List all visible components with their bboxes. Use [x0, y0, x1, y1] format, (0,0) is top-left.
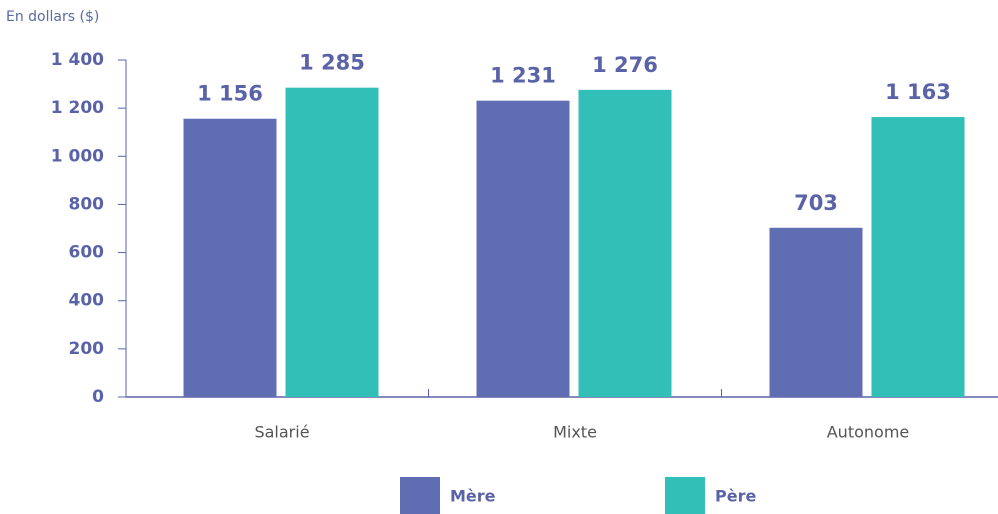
x-tick-label: Mixte [553, 423, 597, 442]
data-label: 703 [794, 191, 838, 215]
x-tick-label: Salarié [254, 423, 309, 442]
data-label: 1 231 [490, 64, 556, 88]
x-tick-label: Autonome [827, 423, 910, 442]
legend-swatch [400, 477, 440, 514]
data-label: 1 163 [885, 80, 951, 104]
legend-label: Mère [450, 487, 496, 506]
y-tick-label: 0 [92, 387, 104, 407]
legend-label: Père [715, 487, 756, 506]
y-tick-label: 600 [69, 243, 105, 263]
y-tick-label: 1 200 [51, 98, 104, 118]
data-label: 1 276 [592, 53, 658, 77]
bar [476, 100, 570, 397]
data-label: 1 285 [299, 51, 365, 75]
y-axis-label: En dollars ($) [6, 9, 99, 25]
y-tick-label: 400 [69, 291, 105, 311]
bar [871, 117, 965, 397]
bar [578, 89, 672, 397]
data-label: 1 156 [197, 82, 263, 106]
y-tick-label: 200 [69, 339, 105, 359]
y-tick-label: 1 000 [51, 146, 104, 166]
y-tick-label: 800 [69, 194, 105, 214]
bar [285, 87, 379, 398]
y-tick-label: 1 400 [51, 50, 104, 70]
legend-swatch [665, 477, 705, 514]
bar [769, 227, 863, 397]
bar [183, 118, 277, 397]
